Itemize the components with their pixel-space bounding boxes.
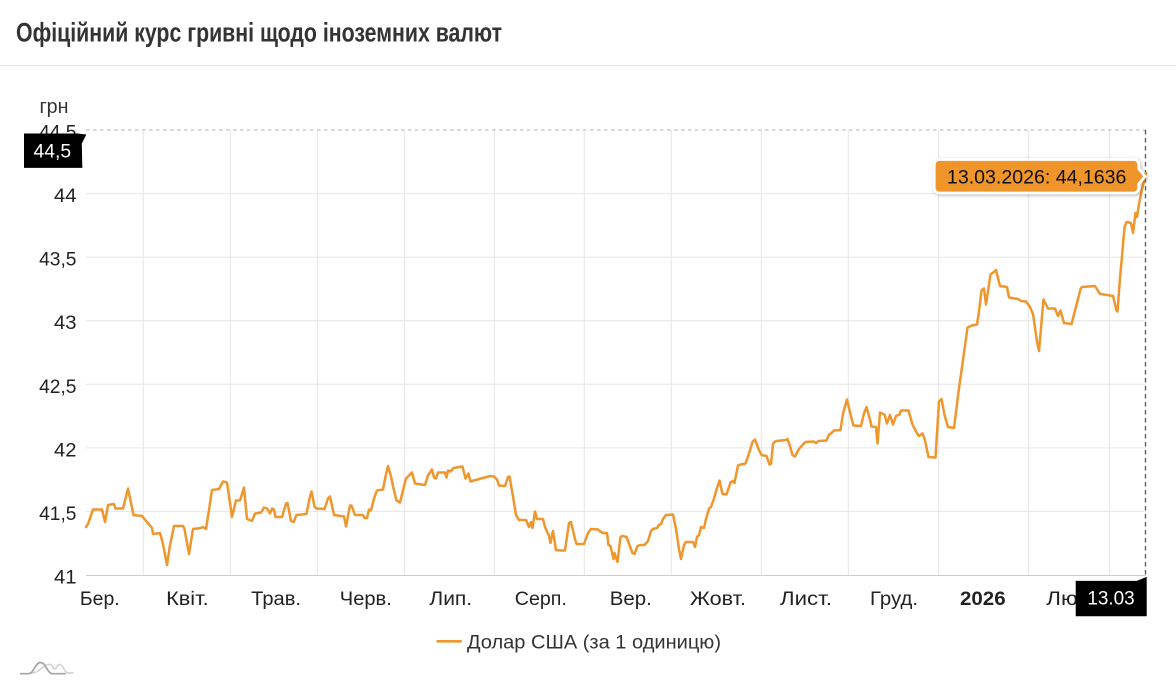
svg-text:Черв.: Черв. bbox=[340, 589, 392, 610]
svg-text:Вер.: Вер. bbox=[610, 589, 652, 610]
svg-text:13.03: 13.03 bbox=[1087, 589, 1134, 610]
svg-text:Долар США (за 1 одиницю): Долар США (за 1 одиницю) bbox=[467, 633, 721, 654]
svg-text:43,5: 43,5 bbox=[39, 250, 76, 271]
svg-text:Серп.: Серп. bbox=[515, 589, 567, 610]
svg-text:41,5: 41,5 bbox=[39, 504, 76, 525]
svg-text:42: 42 bbox=[54, 440, 77, 461]
svg-text:2026: 2026 bbox=[960, 589, 1006, 610]
svg-text:Жовт.: Жовт. bbox=[690, 589, 746, 610]
svg-text:41: 41 bbox=[54, 568, 77, 589]
svg-text:13.03.2026: 44,1636: 13.03.2026: 44,1636 bbox=[947, 167, 1127, 189]
svg-text:44: 44 bbox=[54, 186, 77, 207]
svg-text:43: 43 bbox=[54, 313, 77, 334]
svg-text:Бер.: Бер. bbox=[80, 589, 120, 610]
svg-text:Груд.: Груд. bbox=[870, 589, 918, 610]
svg-text:Офіційний курс гривні щодо іно: Офіційний курс гривні щодо іноземних вал… bbox=[16, 18, 502, 48]
svg-text:Лип.: Лип. bbox=[429, 589, 472, 610]
svg-text:Трав.: Трав. bbox=[251, 589, 301, 610]
svg-text:Квіт.: Квіт. bbox=[166, 589, 209, 610]
svg-text:Лист.: Лист. bbox=[780, 589, 832, 610]
svg-text:грн: грн bbox=[40, 96, 69, 118]
svg-text:44,5: 44,5 bbox=[34, 141, 72, 162]
svg-text:42,5: 42,5 bbox=[39, 377, 76, 398]
